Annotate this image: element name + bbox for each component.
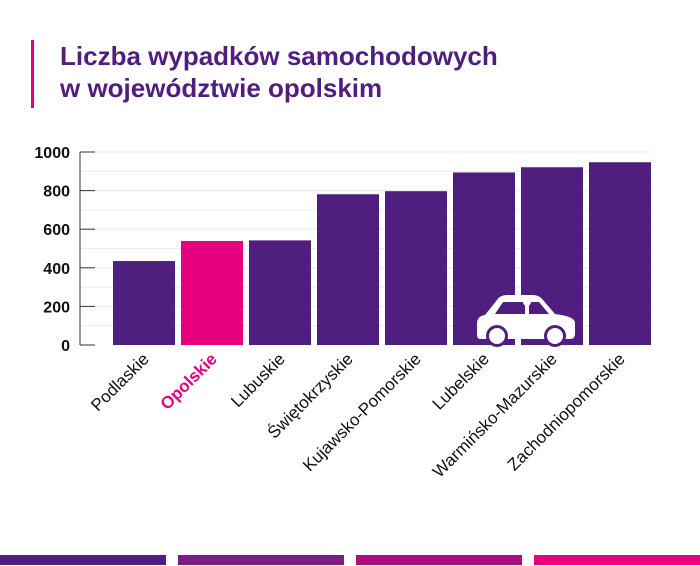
bar [317, 194, 379, 345]
y-tick-label: 400 [43, 261, 70, 278]
y-tick-label: 200 [43, 299, 70, 316]
title-line-2: w województwie opolskim [60, 73, 383, 103]
bar [181, 240, 243, 345]
x-tick-label: Warmińsko-Mazurskie [429, 349, 561, 481]
bar [113, 261, 175, 345]
y-tick-label: 600 [43, 222, 70, 239]
chart-title: Liczba wypadków samochodowych w wojewódz… [60, 40, 498, 104]
x-tick-label: Zachodniopomorskie [504, 349, 629, 474]
footer-stripe [534, 555, 700, 565]
y-tick-label: 0 [61, 338, 70, 355]
bar [589, 162, 651, 345]
x-tick-label: Podlaskie [87, 349, 153, 415]
bar [249, 240, 311, 345]
x-tick-label: Opolskie [157, 349, 221, 413]
car-icon [477, 295, 575, 347]
x-tick-label: Kujawsko-Pomorskie [299, 349, 425, 475]
title-line-1: Liczba wypadków samochodowych [60, 41, 498, 71]
bar [385, 191, 447, 345]
title-accent-line [31, 40, 34, 108]
y-tick-label: 800 [43, 184, 70, 201]
footer-stripe [356, 555, 522, 565]
footer-stripe [178, 555, 344, 565]
y-tick-label: 1000 [34, 145, 70, 162]
footer-stripe [0, 555, 166, 565]
x-tick-label: Lubelskie [429, 349, 493, 413]
x-tick-label: Lubuskie [227, 349, 289, 411]
